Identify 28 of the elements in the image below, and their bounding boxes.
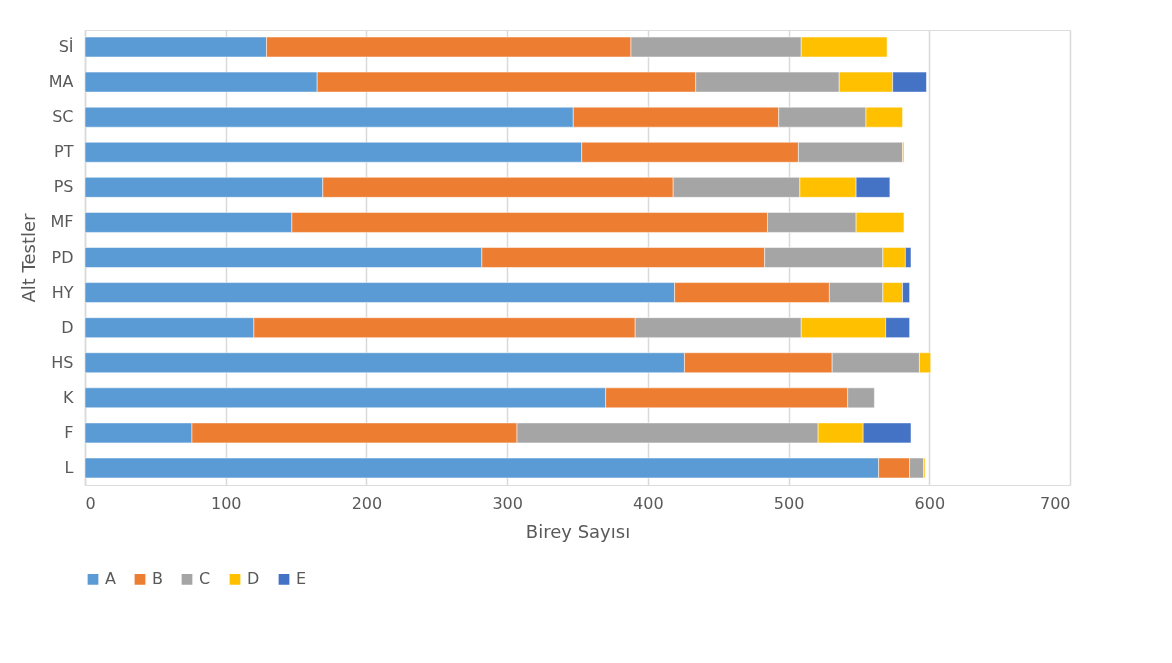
y-tick-label: SC — [52, 107, 74, 127]
legend-label: C — [199, 569, 211, 589]
legend-label: B — [152, 569, 163, 589]
legend-label: E — [296, 569, 307, 589]
x-axis-title: Birey Sayısı — [525, 520, 631, 542]
y-tick-label: D — [61, 317, 74, 337]
y-tick-label: MF — [50, 212, 74, 232]
y-tick-label: PS — [53, 177, 74, 197]
y-tick-label: MA — [48, 72, 74, 92]
x-tick-label: 100 — [210, 493, 242, 513]
legend-label: A — [105, 569, 116, 589]
y-tick-label: HS — [51, 352, 74, 372]
x-tick-label: 300 — [492, 493, 523, 513]
y-tick-label: Sİ — [58, 37, 74, 57]
x-tick-label: 700 — [1039, 493, 1071, 513]
x-tick-label: 400 — [633, 493, 664, 513]
x-tick-label: 200 — [351, 493, 383, 513]
x-tick-label: 500 — [773, 493, 805, 513]
legend-label: D — [247, 569, 260, 589]
y-tick-label: F — [64, 422, 74, 442]
y-tick-label: L — [64, 457, 74, 477]
y-tick-label: PD — [51, 247, 74, 267]
y-tick-label: HY — [51, 282, 74, 302]
x-tick-label: 0 — [85, 493, 96, 513]
y-tick-label: K — [63, 387, 74, 407]
y-axis-title: Alt Testler — [17, 212, 39, 303]
x-tick-label: 600 — [914, 493, 946, 513]
y-tick-label: PT — [54, 142, 74, 162]
